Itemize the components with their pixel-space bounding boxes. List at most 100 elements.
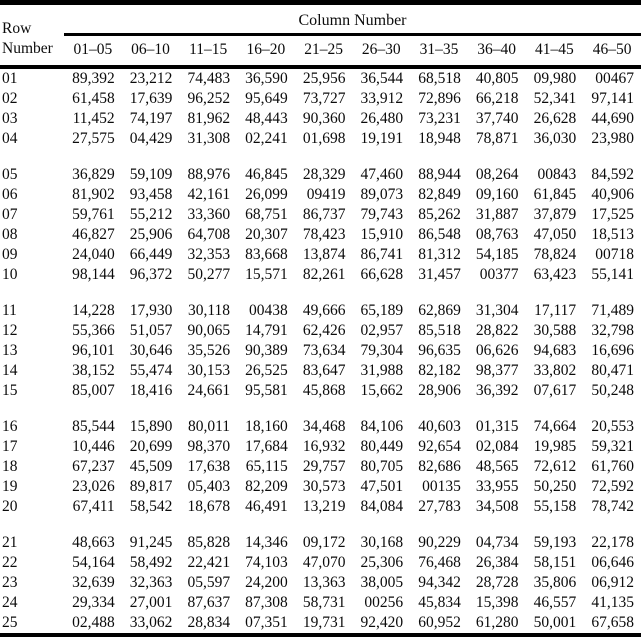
row-number-cell: 19 [2, 478, 18, 495]
value-cell: 18,160 [245, 418, 288, 435]
row-number-cell: 18 [2, 458, 18, 475]
value-cell: 33,955 [475, 478, 519, 495]
value-cell: 71,489 [591, 302, 634, 319]
value-cell: 47,070 [302, 554, 346, 571]
value-cell: 47,460 [360, 166, 404, 183]
value-cell: 30,153 [187, 362, 231, 379]
value-cell: 36,590 [245, 70, 288, 87]
value-cell: 13,874 [302, 246, 346, 263]
column-headers-row: 01–05 06–10 11–15 16–20 21–25 26–30 31–35 36–40… [0, 34, 641, 69]
row-number-cell: 12 [2, 322, 18, 339]
value-cell: 86,548 [418, 226, 461, 243]
value-cell: 90,229 [418, 534, 461, 551]
value-cell: 50,001 [533, 614, 577, 631]
value-cell: 58,542 [129, 498, 173, 515]
value-cell: 07,351 [245, 614, 288, 631]
value-cell: 25,306 [360, 554, 404, 571]
value-cell: 38,152 [72, 362, 115, 379]
value-cell: 17,930 [129, 302, 173, 319]
value-cell: 85,518 [418, 322, 461, 339]
value-cell: 80,011 [188, 418, 231, 435]
value-cell: 17,639 [129, 90, 173, 107]
row-number-cell: 14 [2, 362, 18, 379]
table-row: 01 89,392 23,212 74,483 36,590 25,956 36,544 68… [0, 67, 641, 89]
value-cell: 20,307 [245, 226, 288, 243]
value-cell: 40,906 [591, 186, 634, 203]
value-cell: 50,277 [187, 266, 231, 283]
value-cell: 84,592 [591, 166, 634, 183]
row-number-cell: 05 [2, 166, 18, 183]
value-cell: 76,468 [418, 554, 461, 571]
value-cell: 72,592 [591, 478, 634, 495]
value-cell: 46,827 [72, 226, 115, 243]
value-cell: 28,822 [475, 322, 519, 339]
value-cell: 18,678 [187, 498, 231, 515]
value-cell: 28,329 [302, 166, 346, 183]
value-cell: 09,172 [302, 534, 346, 551]
row-number-cell: 24 [2, 594, 18, 611]
value-cell: 02,241 [245, 130, 288, 147]
value-cell: 26,480 [360, 110, 404, 127]
value-cell: 46,557 [533, 594, 577, 611]
value-cell: 17,117 [534, 302, 577, 319]
value-cell: 93,458 [129, 186, 173, 203]
value-cell: 62,869 [418, 302, 461, 319]
value-cell: 06,912 [591, 574, 634, 591]
value-cell: 28,906 [418, 382, 461, 399]
value-cell: 82,209 [245, 478, 288, 495]
value-cell: 79,743 [360, 206, 404, 223]
value-cell: 74,483 [187, 70, 231, 87]
row-number-cell: 13 [2, 342, 18, 359]
value-cell: 61,845 [533, 186, 577, 203]
value-cell: 59,761 [72, 206, 115, 223]
value-cell: 31,457 [418, 266, 461, 283]
row-number-cell: 23 [2, 574, 18, 591]
value-cell: 01,698 [302, 130, 346, 147]
table-row: 07 59,761 55,212 33,360 68,751 86,737 79,743 85… [0, 205, 641, 225]
value-cell: 89,073 [360, 186, 404, 203]
value-cell: 32,639 [72, 574, 115, 591]
value-cell: 30,646 [129, 342, 173, 359]
value-cell: 14,791 [245, 322, 288, 339]
value-cell: 66,628 [360, 266, 404, 283]
value-cell: 52,341 [533, 90, 577, 107]
column-group-title-row: Row Number Column Number [0, 2, 641, 69]
group-spacer-cell [0, 149, 641, 165]
value-cell: 82,849 [418, 186, 461, 203]
table-row: 04 27,575 04,429 31,308 02,241 01,698 19,191 18… [0, 129, 641, 149]
value-cell: 14,346 [245, 534, 288, 551]
value-cell: 67,237 [72, 458, 115, 475]
value-cell: 00843 [537, 166, 577, 183]
value-cell: 45,834 [418, 594, 461, 611]
value-cell: 97,141 [591, 90, 634, 107]
value-cell: 94,342 [418, 574, 461, 591]
value-cell: 48,663 [72, 534, 115, 551]
value-cell: 66,449 [129, 246, 173, 263]
value-cell: 31,887 [475, 206, 519, 223]
value-cell: 44,690 [591, 110, 634, 127]
value-cell: 59,193 [533, 534, 577, 551]
value-cell: 31,988 [360, 362, 404, 379]
value-cell: 94,683 [533, 342, 577, 359]
table-row: 13 96,101 30,646 35,526 90,389 73,634 79,304 96… [0, 341, 641, 361]
value-cell: 78,423 [302, 226, 346, 243]
table-row: 06 81,902 93,458 42,161 26,099 09419 89,073 82,… [0, 185, 641, 205]
value-cell: 18,513 [591, 226, 634, 243]
value-cell: 20,699 [129, 438, 173, 455]
row-number-cell: 16 [2, 418, 18, 435]
value-cell: 92,654 [418, 438, 461, 455]
value-cell: 25,956 [302, 70, 346, 87]
value-cell: 55,212 [129, 206, 173, 223]
value-cell: 30,573 [302, 478, 346, 495]
row-number-cell: 03 [2, 110, 18, 127]
value-cell: 78,742 [591, 498, 634, 515]
value-cell: 85,828 [187, 534, 231, 551]
value-cell: 02,084 [475, 438, 519, 455]
value-cell: 00135 [422, 478, 461, 495]
value-cell: 24,200 [245, 574, 288, 591]
value-cell: 02,488 [72, 614, 115, 631]
value-cell: 40,805 [475, 70, 519, 87]
row-number-cell: 06 [2, 186, 18, 203]
value-cell: 15,890 [129, 418, 173, 435]
